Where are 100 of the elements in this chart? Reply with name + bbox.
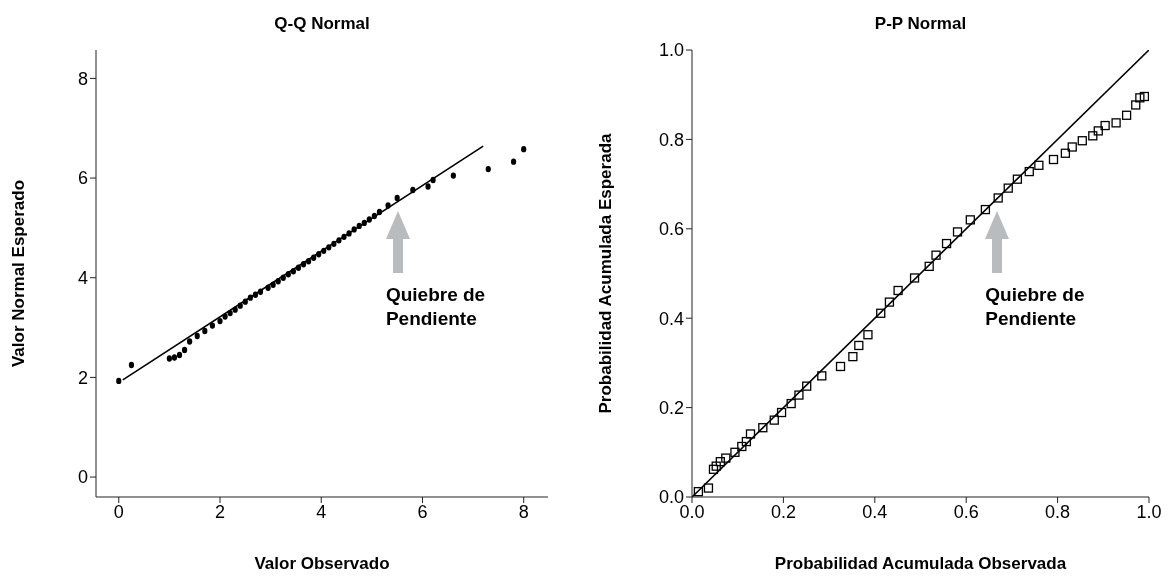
point — [187, 338, 193, 345]
chart-title: Q-Q Normal — [273, 14, 371, 34]
point — [305, 258, 312, 265]
point — [356, 222, 362, 230]
y-tick-label: 4 — [77, 268, 88, 289]
point — [202, 327, 208, 335]
point — [280, 274, 286, 281]
point — [295, 264, 302, 271]
y-tick-label: 2 — [77, 367, 88, 388]
chart-title: P-P Normal — [873, 14, 968, 34]
point — [116, 377, 122, 385]
x-tick-label: 2 — [215, 501, 226, 522]
point — [993, 193, 1003, 203]
y-tick-label: 0 — [77, 467, 88, 488]
x-tick-label: 8 — [518, 501, 529, 522]
point — [450, 172, 456, 179]
y-tick-label: 6 — [77, 168, 88, 189]
point — [817, 371, 827, 381]
x-tick-label: 0.6 — [953, 501, 979, 522]
point — [321, 247, 327, 255]
point — [703, 483, 714, 493]
y-tick-label: 0.2 — [658, 397, 684, 418]
point — [176, 351, 183, 359]
point — [909, 273, 920, 283]
point — [252, 291, 259, 298]
annotation: Quiebre de Pendiente — [985, 282, 1085, 331]
point — [1077, 136, 1087, 146]
point — [376, 208, 383, 216]
point — [222, 313, 228, 320]
point — [884, 297, 895, 307]
y-tick-label: 1.0 — [658, 40, 684, 61]
point — [410, 186, 416, 194]
point — [232, 306, 238, 313]
point — [341, 233, 347, 241]
y-tick-label: 0.6 — [658, 219, 684, 240]
point — [265, 284, 271, 291]
point — [769, 415, 779, 425]
y-tick-label: 8 — [77, 68, 88, 89]
point — [737, 441, 747, 452]
point — [1121, 110, 1132, 120]
point — [425, 183, 431, 190]
point — [385, 202, 391, 209]
point — [721, 453, 731, 463]
point — [1060, 148, 1071, 158]
point — [980, 204, 991, 215]
point — [270, 281, 276, 288]
point — [257, 288, 264, 295]
point — [194, 332, 200, 340]
point — [346, 230, 352, 237]
x-tick-label: 0 — [113, 501, 124, 522]
point — [510, 158, 517, 165]
point — [745, 429, 756, 439]
point — [394, 194, 400, 202]
point — [794, 390, 804, 400]
point — [1139, 91, 1149, 102]
point — [336, 237, 342, 244]
x-tick-label: 4 — [316, 501, 327, 522]
point — [715, 457, 725, 467]
point — [1135, 93, 1145, 103]
point — [1093, 126, 1103, 136]
point — [730, 447, 740, 457]
point — [361, 219, 367, 227]
point — [275, 278, 281, 285]
point — [931, 250, 941, 260]
point — [693, 486, 704, 497]
x-tick-label: 0.4 — [862, 501, 888, 522]
annotation: Quiebre de Pendiente — [385, 282, 486, 331]
point — [1100, 120, 1110, 131]
point — [876, 308, 886, 318]
point — [741, 436, 752, 447]
y-axis-title: Probabilidad Acumulada Esperada — [596, 132, 616, 414]
point — [758, 423, 768, 433]
point — [1067, 142, 1077, 152]
point — [1131, 100, 1141, 110]
point — [209, 322, 216, 329]
point — [227, 309, 233, 317]
point — [776, 407, 787, 418]
point — [166, 355, 172, 362]
point — [941, 238, 952, 249]
point — [217, 317, 223, 325]
point — [863, 330, 873, 340]
point — [924, 261, 934, 271]
point — [290, 268, 296, 275]
point — [181, 346, 188, 354]
point — [835, 361, 846, 372]
y-axis-title: Valor Normal Esperado — [9, 179, 29, 368]
point — [1024, 166, 1034, 177]
point — [1088, 131, 1098, 141]
point — [1111, 118, 1121, 128]
point — [965, 215, 975, 225]
point — [247, 294, 253, 301]
point — [1034, 160, 1044, 170]
point — [316, 251, 322, 258]
point — [366, 216, 372, 223]
point — [242, 298, 248, 305]
x-tick-label: 0.8 — [1045, 501, 1071, 522]
point — [351, 226, 357, 233]
point — [371, 212, 377, 220]
point — [128, 361, 135, 369]
point — [1012, 174, 1023, 184]
